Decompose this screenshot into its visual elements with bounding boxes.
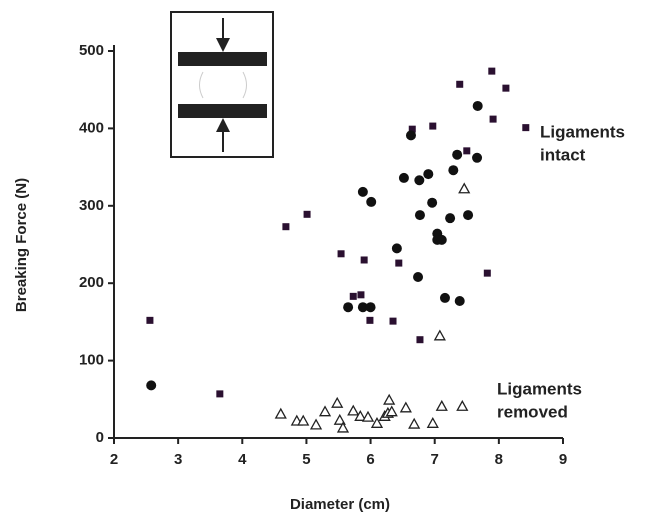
data-point xyxy=(146,316,154,324)
data-point xyxy=(337,250,345,258)
y-tick-label: 100 xyxy=(79,352,104,369)
data-point xyxy=(365,302,376,313)
data-point xyxy=(349,292,357,300)
data-point xyxy=(216,390,224,398)
data-point xyxy=(357,291,365,299)
data-point xyxy=(336,421,350,433)
x-tick-label: 8 xyxy=(495,451,503,468)
data-point xyxy=(483,269,491,277)
data-point xyxy=(354,409,367,421)
data-point xyxy=(146,380,157,391)
data-point xyxy=(398,172,409,183)
x-tick-label: 2 xyxy=(110,451,118,468)
data-point xyxy=(436,234,447,245)
data-point xyxy=(357,186,368,197)
arrow-head xyxy=(216,38,230,52)
data-point xyxy=(472,100,483,111)
data-point xyxy=(408,125,416,133)
data-point xyxy=(435,399,448,411)
data-point xyxy=(303,210,311,218)
data-point xyxy=(408,417,421,429)
data-point xyxy=(331,396,344,408)
data-point xyxy=(357,302,368,313)
data-point xyxy=(361,410,375,422)
data-point xyxy=(274,407,287,419)
inset-diagram xyxy=(170,11,274,158)
y-tick-label: 400 xyxy=(79,119,104,136)
data-point xyxy=(472,152,483,163)
x-tick-label: 7 xyxy=(431,451,439,468)
data-point xyxy=(399,401,412,413)
arrow-head xyxy=(216,118,230,132)
data-point xyxy=(318,405,332,417)
data-point xyxy=(309,418,323,430)
data-point xyxy=(414,175,425,186)
data-point xyxy=(423,169,434,180)
data-point xyxy=(395,259,403,267)
data-point xyxy=(414,210,425,221)
data-point xyxy=(426,416,439,428)
y-tick-label: 500 xyxy=(79,42,104,59)
data-point xyxy=(463,147,471,155)
data-point xyxy=(413,272,424,283)
data-point xyxy=(458,182,471,194)
y-tick-label: 0 xyxy=(96,429,104,446)
x-axis-label: Diameter (cm) xyxy=(290,496,390,513)
x-tick-label: 5 xyxy=(302,451,310,468)
x-tick-label: 6 xyxy=(366,451,374,468)
data-point xyxy=(427,197,438,208)
data-point xyxy=(463,210,474,221)
upper-plate xyxy=(178,52,267,66)
annotation: Ligaments xyxy=(497,379,582,398)
data-point xyxy=(416,336,424,344)
data-point xyxy=(343,302,354,313)
data-point xyxy=(439,292,450,303)
data-point xyxy=(370,416,384,428)
y-tick-label: 300 xyxy=(79,197,104,214)
x-tick-label: 3 xyxy=(174,451,182,468)
data-point xyxy=(454,296,465,307)
data-point xyxy=(385,405,398,417)
data-point xyxy=(522,124,530,132)
data-point xyxy=(452,149,463,160)
data-point xyxy=(389,317,397,325)
data-point xyxy=(433,329,446,341)
data-point xyxy=(347,404,360,416)
lower-plate xyxy=(178,104,267,118)
data-point xyxy=(488,67,496,75)
data-point xyxy=(448,165,459,176)
x-tick-label: 9 xyxy=(559,451,567,468)
y-axis-label: Breaking Force (N) xyxy=(13,178,30,312)
data-point xyxy=(445,213,456,224)
data-point xyxy=(502,84,510,92)
data-point xyxy=(282,223,290,231)
data-point xyxy=(391,243,402,254)
data-point xyxy=(333,413,346,425)
data-point xyxy=(489,115,497,123)
data-point xyxy=(456,80,464,88)
annotation: intact xyxy=(540,145,586,164)
y-tick-label: 200 xyxy=(79,274,104,291)
specimen-outline xyxy=(199,71,247,99)
data-point xyxy=(366,196,377,207)
x-tick-label: 4 xyxy=(238,451,247,468)
annotation: Ligaments xyxy=(540,122,625,141)
data-point xyxy=(405,130,416,141)
data-point xyxy=(383,393,396,405)
data-point xyxy=(456,399,469,411)
data-point xyxy=(297,414,310,426)
data-point xyxy=(366,316,374,324)
data-point xyxy=(360,256,368,264)
data-point xyxy=(429,122,437,130)
annotation: removed xyxy=(497,402,568,421)
